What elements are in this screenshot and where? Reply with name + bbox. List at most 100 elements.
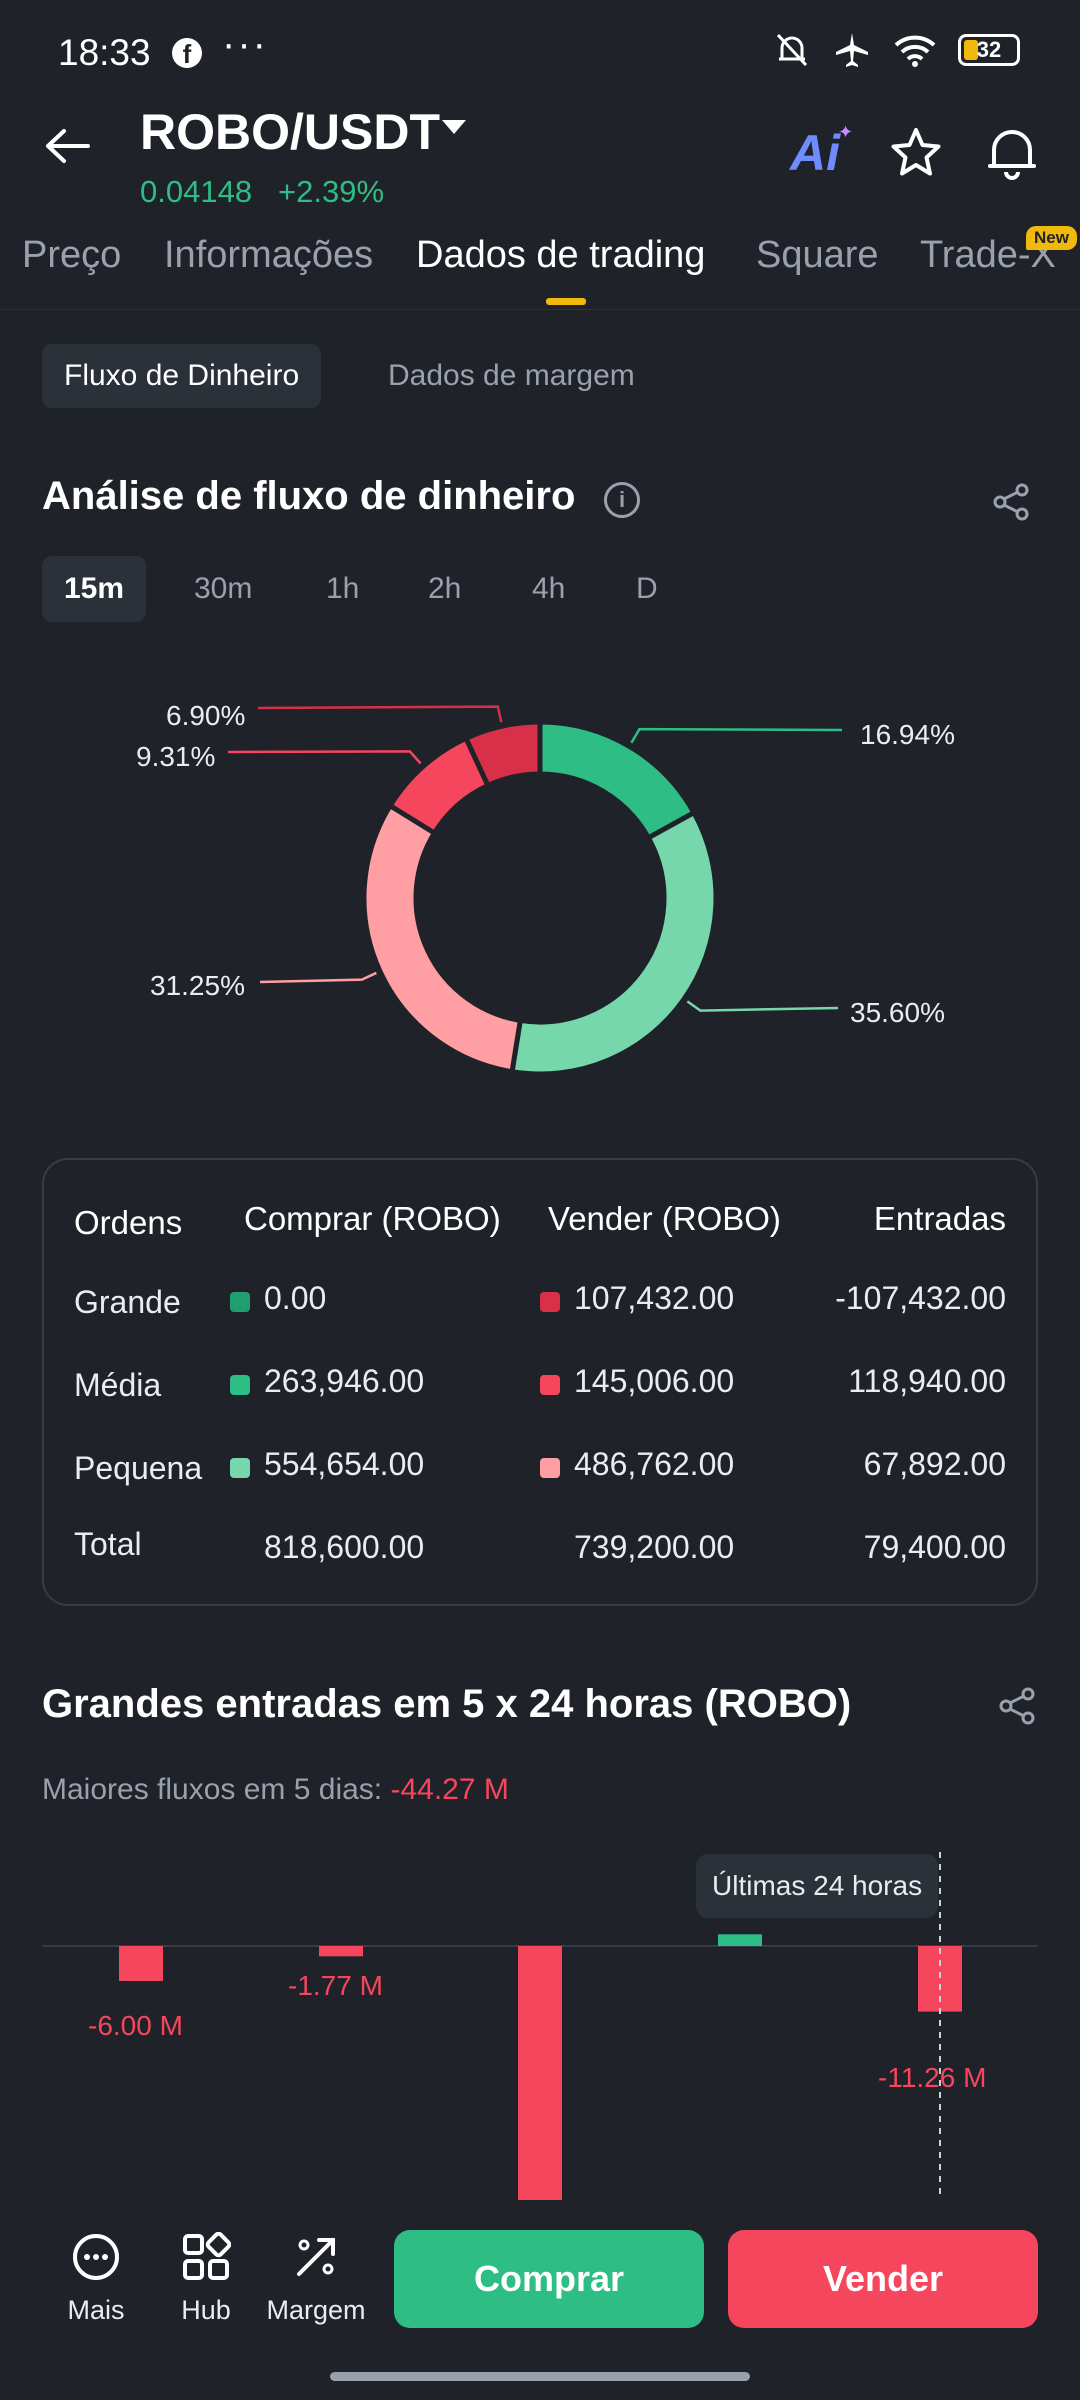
bar-label-day5: -11.26 M (878, 2062, 987, 2093)
bar-day-4[interactable] (718, 1934, 762, 1946)
large-inflows-title: Grandes entradas em 5 x 24 horas (ROBO) (42, 1682, 852, 1726)
orders-table: Ordens Comprar (ROBO) Vender (ROBO) Entr… (42, 1158, 1038, 1606)
donut-svg (227, 705, 843, 1077)
tab-square[interactable]: Square (756, 234, 879, 276)
buy-medium-value: 263,946.00 (264, 1363, 425, 1399)
slice-label-sell-small: 31.25% (150, 970, 245, 1001)
buy-button[interactable]: Comprar (394, 2230, 704, 2328)
hub-label: Hub (181, 2295, 231, 2325)
mute-bell-icon (776, 33, 808, 67)
largest-flows-label: Maiores fluxos em 5 dias: (42, 1773, 383, 1806)
tab-information[interactable]: Informações (164, 234, 374, 276)
share-icon[interactable] (998, 1686, 1038, 1726)
hub-button[interactable]: Hub (156, 2231, 256, 2326)
period-30m[interactable]: 30m (194, 572, 253, 605)
active-tab-indicator (546, 298, 586, 305)
favorite-star-icon[interactable] (888, 126, 944, 180)
slice-label-sell-large: 6.90% (166, 700, 246, 731)
tab-price[interactable]: Preço (22, 234, 122, 276)
sell-medium-swatch (540, 1375, 560, 1395)
hub-grid-icon (183, 2231, 232, 2280)
leader-line-slice-sell-medium (227, 750, 422, 765)
leader-line-slice-sell-small (259, 971, 377, 984)
period-15m[interactable]: 15m (42, 556, 147, 622)
more-label: Mais (67, 2295, 125, 2325)
header-sell: Vender (ROBO) (548, 1200, 781, 1237)
new-badge: New (1026, 226, 1077, 250)
slice-sell-small (361, 802, 524, 1075)
back-arrow-icon[interactable] (44, 128, 90, 164)
money-flow-donut-chart: 16.94% 35.60% 31.25% 9.31% 6.90% (0, 660, 1080, 1120)
sell-medium-value: 145,006.00 (574, 1363, 735, 1399)
main-tabs: Preço Informações Dados de trading Squar… (0, 228, 1080, 308)
share-icon[interactable] (992, 482, 1032, 522)
slice-buy-small (509, 809, 719, 1077)
large-inflows-bar-chart: -6.00 M -1.77 M -11.26 M (0, 1840, 1080, 2210)
period-d[interactable]: D (636, 572, 658, 605)
sell-button[interactable]: Vender (728, 2230, 1038, 2328)
margin-label: Margem (266, 2295, 366, 2325)
last-price: 0.04148 (140, 174, 253, 209)
facebook-notification-icon: f (172, 38, 202, 69)
home-indicator[interactable] (330, 2372, 750, 2381)
tabs-divider (0, 309, 1080, 310)
period-4h[interactable]: 4h (532, 572, 566, 605)
inflow-large-value: -107,432.00 (835, 1280, 1006, 1316)
sell-large-swatch (540, 1292, 560, 1312)
status-time: 18:33 (58, 32, 151, 73)
margin-button[interactable]: Margem (266, 2232, 366, 2326)
sell-small-value: 486,762.00 (574, 1446, 735, 1482)
period-2h[interactable]: 2h (428, 572, 462, 605)
money-flow-title: Análise de fluxo de dinheiro (42, 474, 576, 518)
header-inflow: Entradas (873, 1200, 1006, 1237)
row-label-large: Grande (74, 1284, 181, 1320)
header-buy: Comprar (ROBO) (244, 1200, 501, 1237)
period-1h[interactable]: 1h (326, 572, 360, 605)
pair-dropdown-caret-icon[interactable] (442, 120, 466, 134)
more-button[interactable]: Mais (46, 2232, 146, 2326)
subtab-margin-data[interactable]: Dados de margem (388, 359, 635, 392)
row-label-total: Total (74, 1526, 142, 1562)
margin-percent-icon (297, 2238, 335, 2276)
slice-buy-medium (537, 719, 698, 842)
header-orders: Ordens (74, 1204, 183, 1241)
sell-large-value: 107,432.00 (574, 1280, 735, 1316)
status-icons: 32 (774, 30, 1020, 70)
buy-small-swatch (230, 1458, 250, 1478)
leader-line-slice-sell-large (257, 705, 503, 723)
buy-small-value: 554,654.00 (264, 1446, 425, 1482)
inflow-small-value: 67,892.00 (863, 1446, 1006, 1482)
bar-svg (42, 1852, 1038, 2210)
leader-line-slice-buy-medium (630, 727, 843, 744)
slice-label-buy-small: 35.60% (850, 997, 945, 1028)
subtab-money-flow[interactable]: Fluxo de Dinheiro (42, 344, 322, 408)
trading-pair-title[interactable]: ROBO/USDT (140, 104, 440, 160)
last-24h-tooltip: Últimas 24 horas (696, 1854, 939, 1918)
slice-label-buy-medium: 16.94% (860, 719, 955, 750)
battery-icon: 32 (958, 34, 1020, 66)
more-icon (73, 2234, 119, 2280)
ai-sparkle-icon: ✦ (838, 122, 854, 142)
ai-button[interactable]: Ai (790, 125, 840, 181)
slice-label-sell-medium: 9.31% (136, 741, 216, 772)
buy-medium-swatch (230, 1375, 250, 1395)
bar-day-1[interactable] (119, 1946, 163, 1981)
bar-day-3[interactable] (518, 1946, 562, 2204)
sell-total-value: 739,200.00 (574, 1529, 735, 1565)
bar-day-2[interactable] (319, 1946, 363, 1957)
battery-level: 32 (976, 37, 1002, 62)
more-notifications-icon: ··· (222, 22, 268, 66)
row-label-small: Pequena (74, 1450, 203, 1486)
row-label-medium: Média (74, 1367, 162, 1403)
tab-trading-data[interactable]: Dados de trading (416, 234, 706, 276)
price-change: +2.39% (278, 174, 385, 209)
wifi-icon (894, 35, 936, 67)
inflow-total-value: 79,400.00 (863, 1529, 1006, 1565)
info-icon[interactable]: i (604, 482, 640, 518)
bar-label-day2: -1.77 M (288, 1970, 383, 2001)
bar-label-day1: -6.00 M (88, 2010, 183, 2041)
largest-flows-summary: Maiores fluxos em 5 dias: -44.27 M (42, 1773, 509, 1807)
slice-sell-large (462, 719, 543, 789)
sell-small-swatch (540, 1458, 560, 1478)
notification-bell-icon[interactable] (984, 126, 1040, 180)
